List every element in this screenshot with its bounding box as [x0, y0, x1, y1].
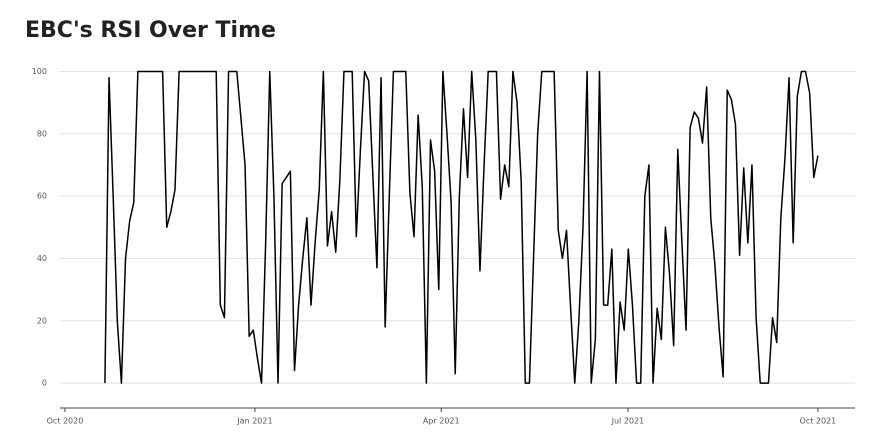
y-tick-label: 0 — [42, 379, 47, 388]
x-tick-label: Jul 2021 — [611, 417, 645, 426]
x-tick-label: Jan 2021 — [236, 417, 272, 426]
y-tick-label: 80 — [37, 129, 47, 138]
y-tick-label: 20 — [37, 316, 47, 325]
x-tick-label: Oct 2021 — [800, 417, 837, 426]
chart-title: EBC's RSI Over Time — [25, 18, 276, 43]
x-tick-label: Apr 2021 — [423, 417, 460, 426]
y-tick-label: 40 — [37, 254, 47, 263]
y-tick-label: 100 — [32, 67, 47, 76]
x-tick-label: Oct 2020 — [47, 417, 84, 426]
y-tick-label: 60 — [37, 192, 47, 201]
rsi-line — [104, 70, 819, 384]
